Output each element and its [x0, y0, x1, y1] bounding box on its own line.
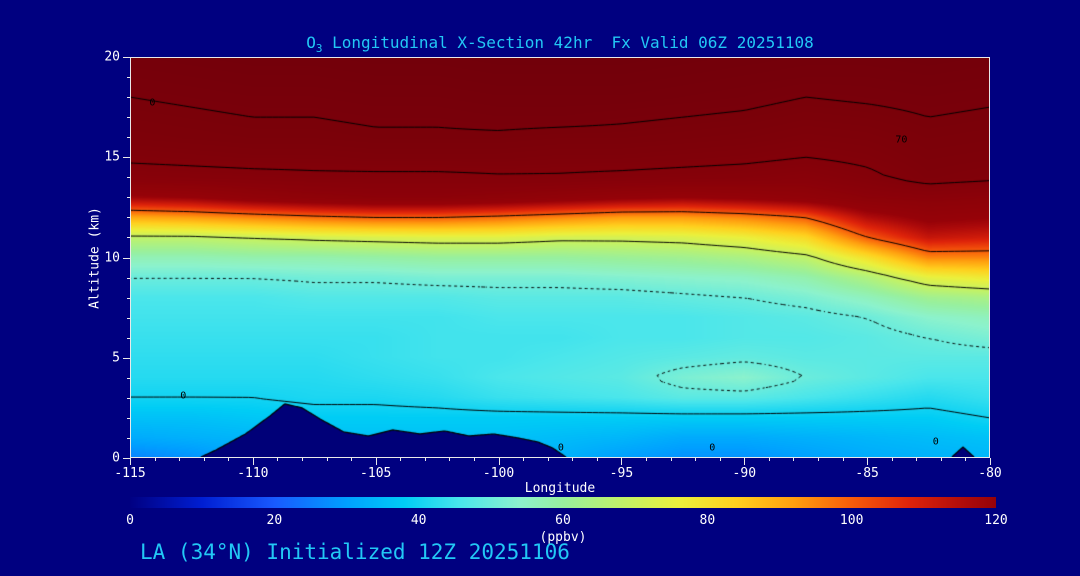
x-minor-tick — [596, 458, 598, 461]
footer-caption: LA (34°N) Initialized 12Z 20251106 — [140, 540, 570, 564]
contour-line-label: 0 — [149, 97, 156, 109]
y-minor-tick — [127, 297, 130, 299]
y-minor-tick — [127, 377, 130, 379]
y-minor-tick — [127, 317, 130, 319]
x-tick-label: -105 — [360, 466, 392, 481]
x-minor-tick — [351, 458, 353, 461]
x-major-tick — [867, 458, 869, 465]
contour-line-label: 0 — [557, 442, 564, 454]
x-minor-tick — [424, 458, 426, 461]
x-major-tick — [130, 458, 131, 465]
x-minor-tick — [916, 458, 918, 461]
y-major-tick — [123, 458, 130, 459]
x-minor-tick — [203, 458, 205, 461]
y-minor-tick — [127, 77, 130, 79]
x-minor-tick — [449, 458, 451, 461]
y-major-tick — [123, 157, 130, 159]
y-minor-tick — [127, 197, 130, 199]
x-minor-tick — [891, 458, 893, 461]
y-major-tick — [123, 57, 130, 58]
x-minor-tick — [719, 458, 721, 461]
contour-line-label: 0 — [709, 442, 716, 454]
colorbar-tick-label: 40 — [410, 513, 427, 528]
x-major-tick — [252, 458, 254, 465]
y-axis-label: Altitude (km) — [87, 207, 103, 309]
x-minor-tick — [940, 458, 942, 461]
y-minor-tick — [127, 337, 130, 339]
x-major-tick — [375, 458, 377, 465]
x-tick-label: -80 — [978, 466, 1002, 481]
x-minor-tick — [793, 458, 795, 461]
x-tick-label: -95 — [609, 466, 634, 481]
y-minor-tick — [127, 437, 130, 439]
x-minor-tick — [277, 458, 279, 461]
y-minor-tick — [127, 417, 130, 419]
x-minor-tick — [179, 458, 181, 461]
x-tick-label: -100 — [482, 466, 515, 481]
colorbar-tick-label: 100 — [839, 513, 864, 528]
x-minor-tick — [842, 458, 844, 461]
x-tick-label: -85 — [855, 466, 879, 481]
y-major-tick — [123, 357, 130, 359]
x-minor-tick — [326, 458, 328, 461]
x-major-tick — [621, 458, 623, 465]
x-tick-label: -90 — [732, 466, 757, 481]
x-major-tick — [744, 458, 746, 465]
x-minor-tick — [400, 458, 402, 461]
x-major-tick — [990, 458, 991, 465]
chart-title-subscript: 3 — [315, 42, 323, 56]
chart-title-text: Longitudinal X-Section 42hr Fx Valid 06Z… — [322, 33, 814, 52]
x-axis-label: Longitude — [524, 481, 596, 496]
colorbar-tick-label: 20 — [266, 513, 283, 528]
contour-line-label: 0 — [932, 436, 939, 448]
chart-title-element: O — [306, 33, 316, 52]
y-tick-label: 20 — [104, 49, 120, 65]
y-minor-tick — [127, 97, 130, 99]
y-minor-tick — [127, 217, 130, 219]
x-minor-tick — [228, 458, 230, 461]
x-minor-tick — [670, 458, 672, 461]
y-tick-label: 15 — [104, 149, 120, 165]
colorbar-tick-label: 80 — [699, 513, 716, 528]
y-minor-tick — [127, 117, 130, 119]
x-minor-tick — [523, 458, 525, 461]
x-minor-tick — [695, 458, 697, 461]
x-tick-label: -115 — [114, 466, 146, 481]
y-minor-tick — [127, 137, 130, 139]
y-major-tick — [123, 257, 130, 259]
x-minor-tick — [154, 458, 156, 461]
x-minor-tick — [547, 458, 549, 461]
contour-line-label: 0 — [180, 390, 187, 402]
x-minor-tick — [768, 458, 770, 461]
y-tick-label: 10 — [104, 250, 120, 265]
colorbar-tick-label: 60 — [555, 513, 571, 528]
y-minor-tick — [127, 277, 130, 279]
y-minor-tick — [127, 237, 130, 239]
y-minor-tick — [127, 177, 130, 179]
y-tick-label: 0 — [112, 450, 120, 466]
y-tick-label: 5 — [112, 350, 120, 366]
contour-line-label: 70 — [895, 134, 908, 146]
x-minor-tick — [818, 458, 819, 461]
x-minor-tick — [572, 458, 574, 461]
colorbar-tick-label: 0 — [126, 513, 134, 528]
x-minor-tick — [302, 458, 303, 461]
x-major-tick — [498, 458, 500, 465]
ozone-heatmap-canvas — [130, 57, 990, 458]
x-tick-label: -110 — [237, 466, 269, 481]
colorbar-tick-label: 120 — [984, 513, 1008, 528]
y-minor-tick — [127, 397, 130, 399]
x-minor-tick — [965, 458, 967, 461]
x-minor-tick — [474, 458, 475, 461]
colorbar-units-label: (ppbv) — [539, 530, 587, 545]
colorbar — [130, 497, 996, 508]
x-minor-tick — [646, 458, 647, 461]
chart-title: O3 Longitudinal X-Section 42hr Fx Valid … — [130, 33, 990, 55]
